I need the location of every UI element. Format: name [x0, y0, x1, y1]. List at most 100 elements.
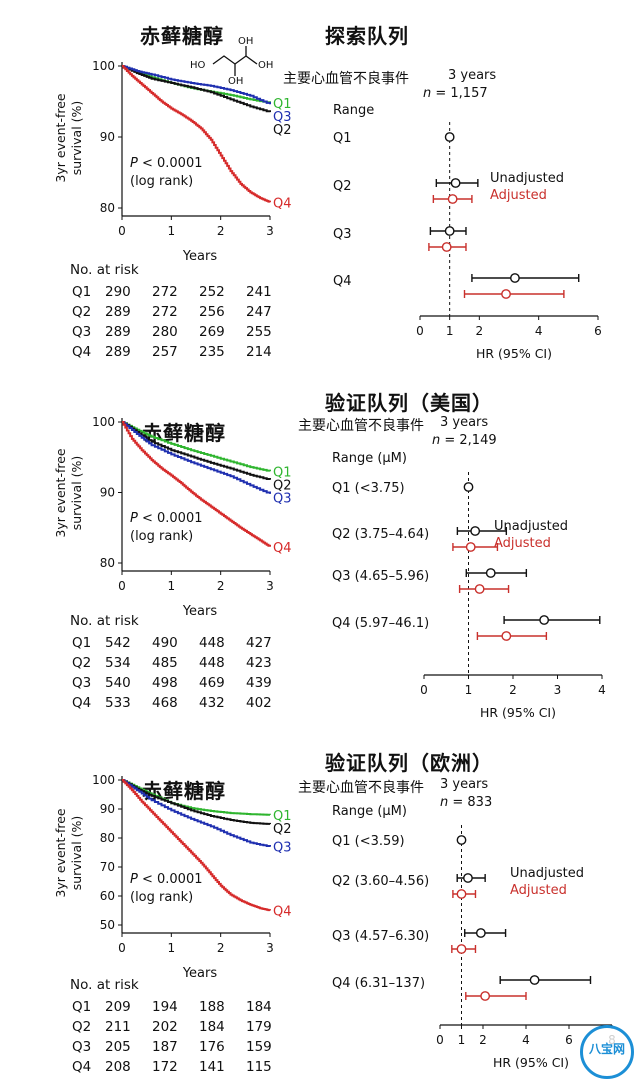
km-y-tick-label: 80	[100, 201, 115, 215]
risk-cell: 448	[199, 635, 225, 651]
forest-x-axis-label: HR (95% CI)	[480, 705, 556, 720]
km-y-axis-label-line1: 3yr event-free	[53, 808, 68, 898]
km-p-rest: < 0.0001	[138, 511, 203, 526]
forest-row-label: Q3	[333, 227, 352, 242]
km-x-axis-label: Years	[182, 604, 218, 619]
outcome-label: 主要心血管不良事件	[298, 780, 424, 796]
forest-range-header: Range	[333, 103, 374, 118]
km-series-q3	[122, 421, 271, 494]
km-x-tick-label: 1	[168, 579, 176, 593]
cohort-title: 验证队列（美国）	[325, 391, 493, 415]
risk-cell: 269	[199, 324, 225, 340]
forest-x-tick-label: 2	[476, 324, 484, 338]
risk-row-label: Q4	[72, 1059, 92, 1075]
risk-row-label: Q2	[72, 655, 92, 671]
sample-size: n = 833	[440, 795, 492, 810]
risk-cell: 439	[246, 675, 272, 691]
km-series-label-q3: Q3	[273, 491, 292, 506]
risk-table-row: Q3 540 498 469 439	[70, 675, 300, 695]
risk-table-row: Q3 289 280 269 255	[70, 324, 300, 344]
forest-point-unadjusted	[470, 526, 481, 536]
forest-row-label: Q4 (6.31–137)	[332, 976, 425, 991]
km-x-tick-label: 2	[217, 224, 225, 238]
km-y-tick-label: 90	[100, 802, 115, 816]
risk-row-label: Q4	[72, 695, 92, 711]
forest-x-tick-label: 2	[509, 683, 517, 697]
km-y-tick-label: 100	[92, 773, 115, 787]
km-series-label-q2: Q2	[273, 123, 292, 138]
horizon-label: 3 years	[440, 777, 489, 792]
compound-title: 赤藓糖醇	[142, 779, 226, 803]
km-y-tick-label: 90	[100, 130, 115, 144]
sample-size: n = 1,157	[423, 86, 488, 101]
risk-cell: 469	[199, 675, 225, 691]
risk-table-row: Q4 289 257 235 214	[70, 344, 300, 364]
forest-legend-unadjusted: Unadjusted	[490, 171, 564, 186]
risk-table: No. at risk Q1 290 272 252 241 Q2 289 272 256 247 Q…	[70, 262, 300, 362]
km-x-tick-label: 1	[168, 941, 176, 955]
chart-canvas: HO OH OH OH 80 90 100 0 1 2 3 Years 3yr event-freesu…	[53, 36, 602, 361]
risk-table-row: Q1 542 490 448 427	[70, 635, 300, 655]
km-y-tick-label: 90	[100, 486, 115, 500]
risk-cell: 490	[152, 635, 178, 651]
forest-point-unadjusted	[450, 178, 461, 188]
risk-row-label: Q2	[72, 1019, 92, 1035]
forest-point-unadjusted	[463, 873, 473, 883]
km-series-q4	[122, 65, 271, 203]
n-symbol: n	[440, 795, 449, 810]
forest-x-axis-label: HR (95% CI)	[493, 1055, 569, 1070]
km-series-label-q3: Q3	[273, 841, 292, 856]
risk-cell: 179	[246, 1019, 272, 1035]
risk-cell: 209	[105, 999, 131, 1015]
km-series-q2	[122, 65, 271, 113]
risk-row-label: Q3	[72, 1039, 92, 1055]
km-series-label-q1: Q1	[273, 97, 292, 112]
panel-validation-us-cohort: 赤藓糖醇 验证队列（美国） 主要心血管不良事件 3 years n = 2,149 80 9…	[0, 365, 640, 735]
risk-cell: 202	[152, 1019, 178, 1035]
forest-point-unadjusted	[510, 273, 520, 283]
km-series-q3	[122, 779, 271, 847]
km-x-tick-label: 1	[168, 224, 176, 238]
km-series-label-q1: Q1	[273, 465, 292, 480]
km-p-test: (log rank)	[130, 529, 193, 544]
forest-x-tick-label: 1	[465, 683, 473, 697]
hydroxyl-label: OH	[228, 76, 243, 87]
risk-cell: 208	[105, 1059, 131, 1075]
forest-legend-adjusted: Adjusted	[510, 883, 567, 898]
risk-cell: 290	[105, 284, 131, 300]
km-p-value: P < 0.0001	[130, 156, 203, 171]
n-value: = 2,149	[440, 433, 497, 448]
km-p-rest: < 0.0001	[138, 872, 203, 887]
forest-x-tick-label: 0	[420, 683, 428, 697]
risk-cell: 540	[105, 675, 131, 691]
km-series-label-q3: Q3	[273, 110, 292, 125]
n-value: = 833	[448, 795, 493, 810]
risk-row-label: Q3	[72, 675, 92, 691]
risk-cell: 289	[105, 304, 131, 320]
compound-title: 赤藓糖醇	[140, 24, 224, 48]
forest-point-adjusted	[465, 542, 476, 552]
km-y-axis-label: 3yr event-freesurvival (%)	[53, 448, 84, 538]
forest-legend-unadjusted: Unadjusted	[494, 519, 568, 534]
risk-table-row: Q1 209 194 188 184	[70, 999, 300, 1019]
km-y-tick-label: 50	[100, 918, 115, 932]
km-y-axis-label-line1: 3yr event-free	[53, 93, 68, 183]
forest-row-label: Q1 (<3.59)	[332, 834, 405, 849]
km-series-q3	[122, 65, 271, 105]
km-x-tick-label: 0	[118, 579, 126, 593]
risk-row-label: Q2	[72, 304, 92, 320]
km-y-tick-label: 80	[100, 831, 115, 845]
risk-row-label: Q3	[72, 324, 92, 340]
km-p-test: (log rank)	[130, 890, 193, 905]
forest-row-label: Q3 (4.65–5.96)	[332, 569, 429, 584]
km-p-symbol: P	[130, 156, 138, 171]
risk-cell: 257	[152, 344, 178, 360]
km-series-q4	[122, 779, 271, 912]
km-series-label-q1: Q1	[273, 809, 292, 824]
risk-table-row: Q2 289 272 256 247	[70, 304, 300, 324]
risk-cell: 115	[246, 1059, 272, 1075]
risk-table-row: Q2 534 485 448 423	[70, 655, 300, 675]
forest-x-tick-label: 6	[565, 1033, 573, 1047]
risk-cell: 542	[105, 635, 131, 651]
